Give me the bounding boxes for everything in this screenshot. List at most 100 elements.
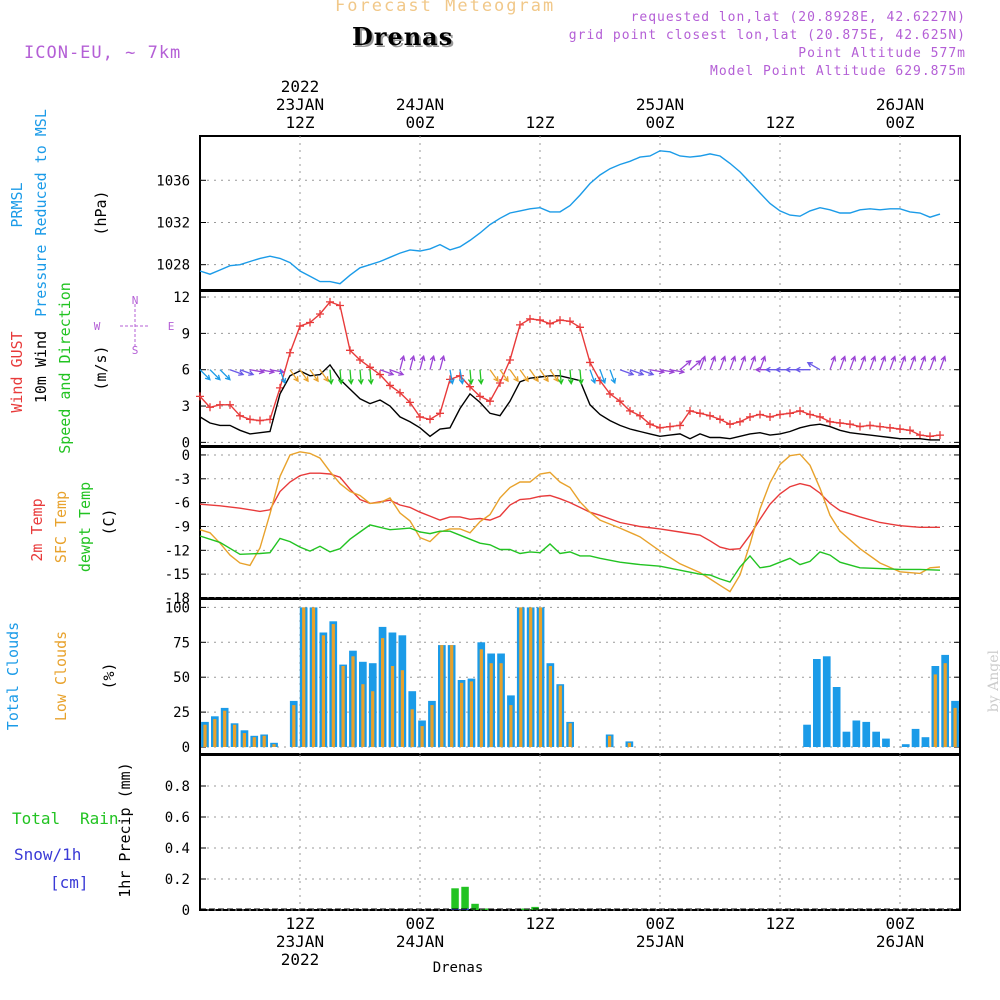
wind-vector xyxy=(889,355,897,370)
wind-vector xyxy=(899,355,907,370)
pressure-label-prmsl: PRMSL xyxy=(8,182,26,227)
y-tick-label: 0.4 xyxy=(165,841,190,857)
bar-low-clouds xyxy=(440,645,444,747)
wind-vector xyxy=(759,355,767,370)
bar-total-clouds xyxy=(862,721,871,747)
wind-vector xyxy=(679,359,692,371)
compass-west: W xyxy=(94,320,101,333)
bar-low-clouds xyxy=(469,681,473,747)
wind-vector xyxy=(806,362,821,371)
gust-marker xyxy=(586,358,594,367)
wind-vector xyxy=(379,369,395,376)
time-label-bottom: 24JAN xyxy=(396,932,444,951)
gust-marker xyxy=(896,425,904,434)
gust-marker xyxy=(876,422,884,431)
bar-low-clouds xyxy=(400,670,404,747)
gust-marker xyxy=(796,406,804,415)
gust-marker xyxy=(446,375,454,384)
gust-marker xyxy=(296,322,304,331)
bar-low-clouds xyxy=(331,624,335,747)
bar-low-clouds xyxy=(608,735,612,747)
wind-vector xyxy=(859,355,867,370)
wind-vector xyxy=(519,369,529,383)
y-tick-label: 50 xyxy=(173,670,190,686)
gust-marker xyxy=(746,412,754,421)
bar-total-clouds xyxy=(842,731,851,748)
wind-vector xyxy=(409,354,416,370)
wind-vector xyxy=(929,355,937,370)
gust-marker xyxy=(576,323,584,332)
gust-marker xyxy=(726,420,734,429)
model-point-altitude: Model Point Altitude 629.875m xyxy=(710,64,966,79)
bar-low-clouds xyxy=(292,705,296,747)
bar-low-clouds xyxy=(420,726,424,747)
wind-vector xyxy=(919,355,927,370)
gust-marker xyxy=(256,416,264,425)
wind-vector xyxy=(289,369,299,383)
wind-vector xyxy=(209,369,221,381)
bar-low-clouds xyxy=(627,742,631,747)
grid-point-coords: grid point closest lon,lat (20.875E, 42.… xyxy=(568,28,966,43)
y-tick-label: 0.6 xyxy=(165,810,190,826)
time-label-top: 00Z xyxy=(886,113,915,132)
gust-marker xyxy=(916,431,924,440)
wind-vector xyxy=(729,355,737,370)
wind-label-gust: Wind GUST xyxy=(8,331,26,412)
time-label-bottom: 00Z xyxy=(886,914,915,933)
gust-marker xyxy=(926,432,934,441)
wind-vector xyxy=(589,369,597,385)
wind-vector xyxy=(347,369,354,386)
meteogram-title: Forecast Meteogram xyxy=(335,0,556,16)
time-label-top: 00Z xyxy=(406,113,435,132)
bar-low-clouds xyxy=(371,691,375,748)
bar-total-clouds xyxy=(872,731,880,748)
gust-marker xyxy=(616,397,624,406)
wind-vector xyxy=(448,369,455,385)
wind-vector xyxy=(529,369,539,383)
y-tick-label: 0 xyxy=(182,903,190,919)
panel-pressure: 1028 1032 1036 xyxy=(156,135,961,291)
panel-wind: 0 3 6 9 12 xyxy=(173,290,961,451)
gust-marker xyxy=(306,318,314,327)
time-label-bottom: 00Z xyxy=(646,914,675,933)
bar-low-clouds xyxy=(390,666,395,747)
time-label-top: 24JAN xyxy=(396,95,444,114)
bar-low-clouds xyxy=(479,649,483,747)
wind-label-10m: 10m Wind xyxy=(32,331,50,403)
gust-marker xyxy=(506,356,514,365)
gust-marker xyxy=(346,346,354,355)
gust-marker xyxy=(836,418,844,427)
gust-marker xyxy=(626,406,634,415)
gust-marker xyxy=(286,348,294,357)
gust-marker xyxy=(716,415,724,424)
wind-vector xyxy=(749,355,757,370)
wind-vector xyxy=(389,369,405,376)
y-tick-label: -18 xyxy=(165,591,190,607)
gust-marker xyxy=(886,423,894,432)
gust-marker xyxy=(196,392,204,401)
y-tick-label: 1028 xyxy=(156,258,190,274)
wind-vector xyxy=(337,369,344,386)
wind-vector xyxy=(689,359,702,371)
series-line-pressure-reduced-to-msl xyxy=(199,150,941,285)
y-tick-label: 3 xyxy=(182,399,190,415)
gust-marker xyxy=(756,410,764,419)
gust-marker xyxy=(356,356,364,365)
wind-vector xyxy=(399,354,406,370)
bar-low-clouds xyxy=(351,656,355,748)
bar-low-clouds xyxy=(450,645,454,747)
gust-marker xyxy=(606,389,614,398)
wind-vector xyxy=(719,355,727,370)
y-tick-label: 0 xyxy=(182,448,190,464)
bar-total-clouds xyxy=(911,728,920,748)
bar-low-clouds xyxy=(509,705,513,747)
gust-marker xyxy=(406,398,414,407)
time-label-top: 00Z xyxy=(646,113,675,132)
gust-marker xyxy=(806,410,814,419)
bar-low-clouds xyxy=(272,744,276,747)
wind-vector xyxy=(319,369,329,383)
bar-low-clouds xyxy=(499,663,503,747)
wind-vector xyxy=(419,354,426,370)
series-line-10m-wind xyxy=(199,363,940,441)
